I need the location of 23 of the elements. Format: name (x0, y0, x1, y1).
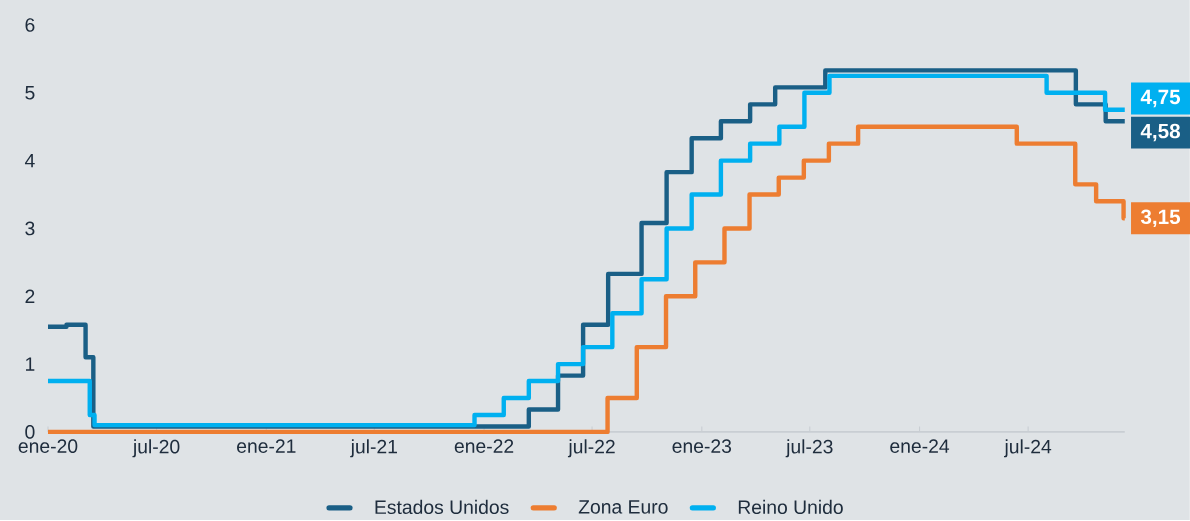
y-tick-label: 1 (26, 357, 35, 371)
y-tick-label: 0 (25, 424, 35, 439)
x-tick-label: ene-24 (890, 439, 950, 453)
y-tick-label: 6 (25, 18, 35, 32)
data-label: 3,15 (1140, 209, 1181, 227)
y-tick-label: 2 (25, 289, 35, 303)
x-tick-label: jul-20 (132, 439, 180, 458)
y-tick-label: 3 (25, 221, 35, 236)
legend-label: Reino Unido (738, 499, 843, 514)
x-tick-label: ene-21 (237, 439, 296, 453)
y-tick-label: 5 (25, 85, 35, 100)
y-tick-label: 4 (24, 153, 35, 168)
x-tick-label: jul-23 (785, 439, 833, 458)
x-tick-label: ene-22 (454, 439, 514, 453)
x-tick-label: jul-21 (350, 439, 397, 458)
x-tick-label: ene-23 (672, 439, 732, 453)
legend-label: Estados Unidos (375, 499, 509, 514)
x-tick-label: ene-20 (18, 439, 78, 453)
data-label: 4,75 (1140, 89, 1181, 108)
x-tick-label: jul-22 (567, 439, 615, 458)
x-tick-label: jul-24 (1004, 439, 1052, 458)
legend-label: Zona Euro (578, 500, 668, 514)
data-label: 4,58 (1140, 123, 1180, 142)
